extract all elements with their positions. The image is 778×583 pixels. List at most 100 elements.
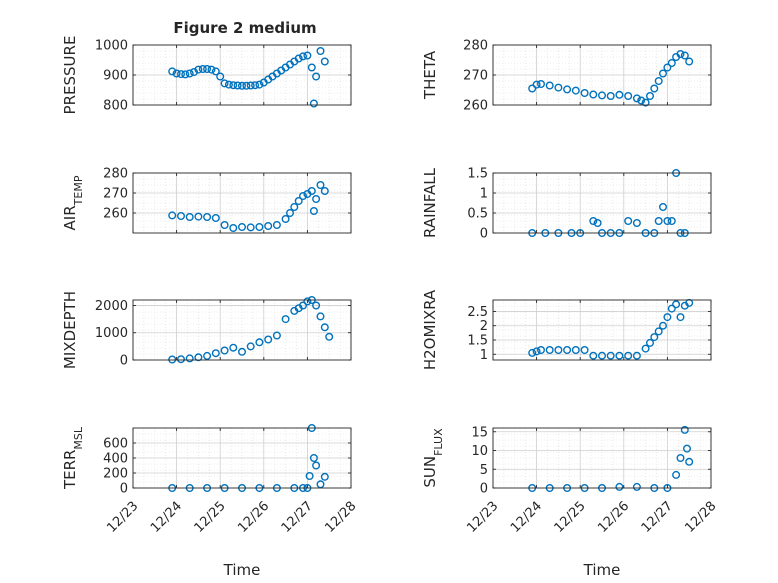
data-point [316,47,325,56]
subplot-theta: 260 270 280 THETA [421,39,712,114]
y-tick-label: 200 [103,467,128,482]
data-point [676,454,685,463]
y-tick-label: 0 [480,482,488,497]
y-tick-label: 1 [480,348,488,363]
y-tick-label: 0 [480,227,488,242]
data-point [220,79,229,88]
data-point [615,482,624,491]
data-point [176,70,185,79]
data-point [632,94,641,103]
y-tick-label: 1.5 [467,167,488,182]
data-point [593,218,602,227]
data-point [680,51,689,60]
y-tick-label: 2 [480,319,488,334]
data-point [528,348,537,357]
y-tick-label: 15 [471,425,488,440]
x-tick-label: 12/28 [322,499,359,536]
x-tick-label: 12/23 [104,499,141,536]
axes-box [492,427,712,489]
data-point [168,355,177,364]
data-point [286,208,295,217]
x-tick-label: 12/26 [235,499,272,536]
data-point [320,323,329,332]
data-point [545,346,554,355]
data-point [203,64,212,73]
x-tick-label: 12/25 [192,499,229,536]
data-point [563,85,572,94]
data-point [663,63,672,72]
y-axis-label: TERRMSL [61,426,85,490]
y-axis-label: MIXDEPTH [61,291,79,369]
data-point [632,351,641,360]
y-tick-label: 270 [463,69,488,84]
data-point [316,180,325,189]
data-point [281,214,290,223]
data-point [650,84,659,93]
axes-box [132,172,352,234]
data-point [589,90,598,99]
data-point [237,222,246,231]
y-axis-label: PRESSURE [61,36,79,115]
data-point [312,194,321,203]
y-tick-label: 1 [480,187,488,202]
data-point [224,80,233,89]
data-point [624,216,633,225]
data-point [641,344,650,353]
x-tick-label: 12/27 [279,499,316,536]
y-tick-label: 10 [471,444,488,459]
data-point [194,65,203,74]
subplot-rainfall: 0 0.5 1 1.5 RAINFALL [421,167,712,242]
axes-box [492,299,712,361]
data-point [194,212,203,221]
data-point [211,213,220,222]
subplot-air_temp: 260 270 280 AIRTEMP [61,167,352,234]
y-tick-label: 0 [120,482,128,497]
y-tick-label: 0 [120,354,128,369]
y-tick-label: 1000 [95,39,128,54]
data-point [545,81,554,90]
y-tick-label: 400 [103,452,128,467]
data-point [255,338,264,347]
y-tick-label: 1.5 [467,334,488,349]
data-point [667,304,676,313]
data-point [309,99,318,108]
data-point [255,222,264,231]
data-point [294,54,303,63]
data-point [176,355,185,364]
x-tick-label: 12/24 [508,499,545,536]
data-point [309,454,318,463]
data-point [580,88,589,97]
y-tick-label: 0.5 [467,207,488,222]
data-point [272,331,281,340]
data-point [303,51,312,60]
data-point [667,216,676,225]
data-point [624,351,633,360]
x-tick-label: 12/25 [552,499,589,536]
data-point [320,57,329,66]
data-point [290,202,299,211]
y-axis-label: SUNFLUX [421,428,445,488]
data-point [667,59,676,68]
data-point [312,72,321,81]
x-tick-label: 12/27 [639,499,676,536]
data-point [246,223,255,232]
figure-title: Figure 2 medium [173,19,316,37]
data-point [659,321,668,330]
data-point [672,300,681,309]
data-point [589,216,598,225]
data-point [207,65,216,74]
y-axis-label: H2OMIXRA [421,289,439,370]
y-axis-label: RAINFALL [421,167,439,238]
x-tick-label: 12/28 [682,499,719,536]
data-point [229,223,238,232]
data-point [606,351,615,360]
y-tick-label: 900 [103,69,128,84]
data-point [264,335,273,344]
data-point [185,354,194,363]
y-axis-label: THETA [421,50,439,100]
data-point [233,81,242,90]
data-point [211,349,220,358]
data-point [659,202,668,211]
y-tick-label: 600 [103,437,128,452]
